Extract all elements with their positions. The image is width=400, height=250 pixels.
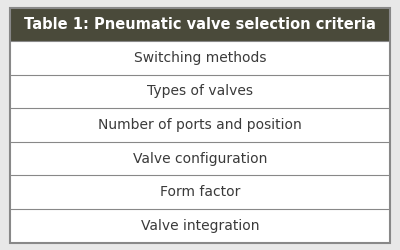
Text: Valve configuration: Valve configuration — [133, 152, 267, 166]
Bar — [10, 209, 390, 242]
Bar — [10, 8, 390, 41]
Text: Form factor: Form factor — [160, 185, 240, 199]
Text: Switching methods: Switching methods — [134, 51, 266, 65]
Text: Table 1: Pneumatic valve selection criteria: Table 1: Pneumatic valve selection crite… — [24, 17, 376, 32]
Bar — [10, 41, 390, 75]
Bar — [10, 142, 390, 175]
Text: Number of ports and position: Number of ports and position — [98, 118, 302, 132]
Text: Types of valves: Types of valves — [147, 84, 253, 98]
Text: Valve integration: Valve integration — [141, 219, 259, 233]
Bar — [10, 75, 390, 108]
Bar — [10, 108, 390, 142]
Bar — [10, 175, 390, 209]
